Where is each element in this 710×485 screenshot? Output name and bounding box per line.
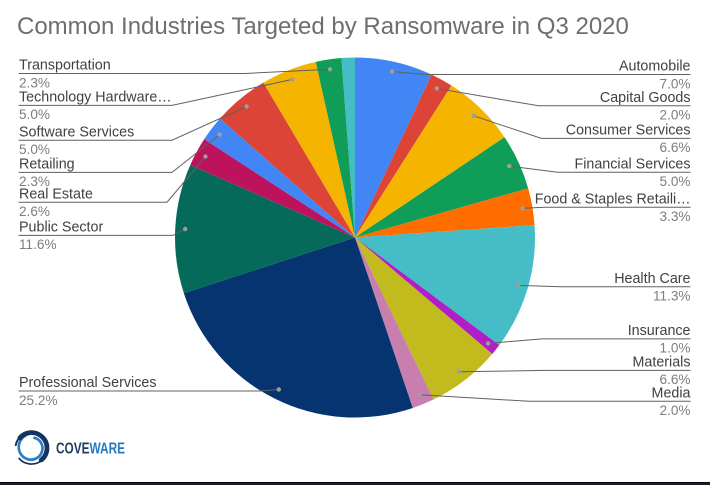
svg-text:Common Industries Targeted by: Common Industries Targeted by Ransomware… <box>17 13 629 40</box>
svg-text:Professional Services: Professional Services <box>19 375 156 391</box>
svg-text:7.0%: 7.0% <box>660 76 691 91</box>
svg-text:2.0%: 2.0% <box>660 108 691 123</box>
svg-text:Capital Goods: Capital Goods <box>600 90 691 106</box>
svg-text:11.6%: 11.6% <box>19 237 57 252</box>
svg-text:Food & Staples Retaili…: Food & Staples Retaili… <box>535 191 691 207</box>
svg-text:Software Services: Software Services <box>19 124 134 140</box>
svg-text:COVEWARE: COVEWARE <box>56 441 125 458</box>
svg-text:Technology Hardware…: Technology Hardware… <box>19 90 172 106</box>
svg-text:Public Sector: Public Sector <box>19 220 103 236</box>
svg-text:25.2%: 25.2% <box>19 393 58 408</box>
svg-text:Health Care: Health Care <box>614 271 690 287</box>
svg-text:Automobile: Automobile <box>619 59 691 75</box>
svg-text:Retailing: Retailing <box>19 157 75 173</box>
svg-text:2.3%: 2.3% <box>19 75 50 90</box>
svg-text:Media: Media <box>652 385 691 401</box>
svg-text:6.6%: 6.6% <box>660 372 691 387</box>
svg-text:Consumer Services: Consumer Services <box>566 123 691 139</box>
svg-text:2.0%: 2.0% <box>660 403 691 418</box>
svg-text:5.0%: 5.0% <box>19 142 50 157</box>
svg-text:Insurance: Insurance <box>628 323 691 339</box>
svg-text:2.6%: 2.6% <box>19 204 50 219</box>
svg-text:11.3%: 11.3% <box>653 289 691 304</box>
svg-text:3.3%: 3.3% <box>660 209 691 224</box>
svg-text:Materials: Materials <box>633 355 691 371</box>
svg-text:Transportation: Transportation <box>19 58 111 74</box>
svg-text:6.6%: 6.6% <box>660 140 691 155</box>
svg-text:Real Estate: Real Estate <box>19 186 93 202</box>
svg-text:Financial Services: Financial Services <box>574 156 690 172</box>
svg-text:1.0%: 1.0% <box>660 341 691 356</box>
svg-text:2.3%: 2.3% <box>19 174 50 189</box>
svg-text:5.0%: 5.0% <box>19 107 50 122</box>
svg-text:5.0%: 5.0% <box>660 174 691 189</box>
